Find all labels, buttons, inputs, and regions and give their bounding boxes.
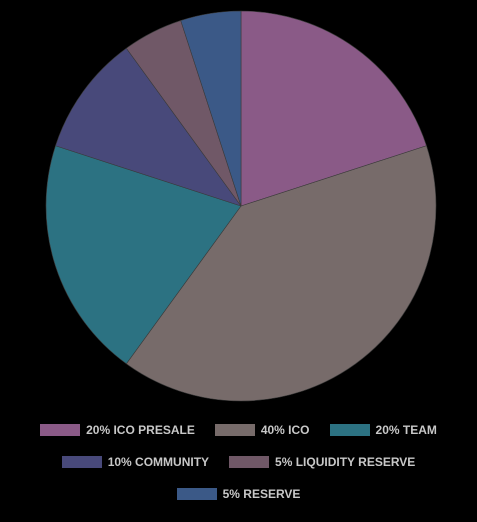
legend-label: 5% RESERVE [222,487,301,501]
legend-row: 10% COMMUNITY 5% LIQUIDITY RESERVE [0,450,477,474]
legend-item[interactable]: 5% LIQUIDITY RESERVE [229,455,415,469]
legend-item[interactable]: 10% COMMUNITY [61,455,210,469]
legend-label: 20% ICO PRESALE [86,423,195,437]
legend-row: 5% RESERVE [0,482,477,506]
legend-item[interactable]: 20% TEAM [329,423,437,437]
pie-slice-2[interactable] [45,145,242,365]
legend-row: 20% ICO PRESALE 40% ICO 20% TEAM [0,418,477,442]
pie-slice-3[interactable] [55,47,242,207]
pie-slice-5[interactable] [180,10,242,207]
legend-swatch [229,456,270,468]
legend-swatch [214,424,255,436]
legend-label: 5% LIQUIDITY RESERVE [275,455,416,469]
legend-label: 10% COMMUNITY [107,455,210,469]
legend-item[interactable]: 5% RESERVE [176,487,301,501]
legend-swatch [329,424,370,436]
legend-item[interactable]: 20% ICO PRESALE [40,423,195,437]
pie-slice-1[interactable] [125,145,437,402]
chart-legend: 20% ICO PRESALE 40% ICO 20% TEAM 10% COMMUN… [0,418,477,514]
legend-label: 20% TEAM [375,423,437,437]
legend-swatch [176,488,217,500]
pie-plot [45,10,437,402]
legend-label: 40% ICO [260,423,310,437]
legend-swatch [40,424,81,436]
legend-swatch [61,456,102,468]
legend-item[interactable]: 40% ICO [214,423,310,437]
pie-slice-0[interactable] [240,10,427,207]
